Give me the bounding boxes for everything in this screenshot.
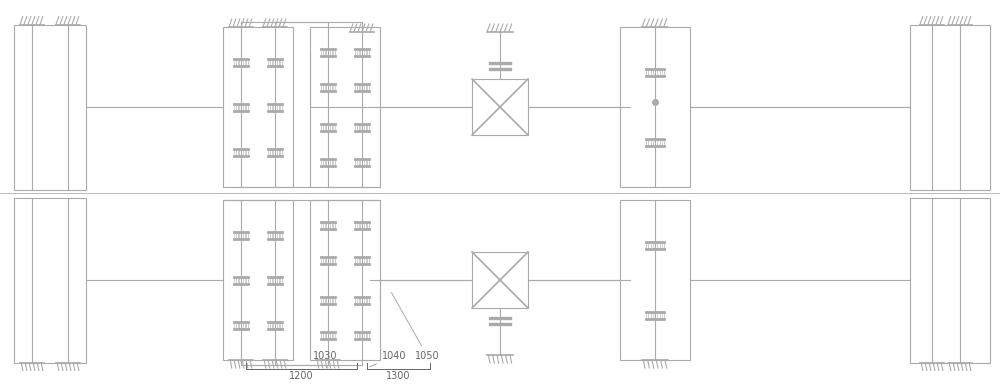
Bar <box>14 24 86 190</box>
Bar <box>620 27 690 187</box>
Bar <box>223 200 293 360</box>
Text: 1300: 1300 <box>386 371 411 381</box>
Bar <box>910 24 990 190</box>
Text: 1030: 1030 <box>313 351 338 368</box>
Bar <box>472 252 528 308</box>
Text: 1050: 1050 <box>391 293 440 361</box>
Bar <box>310 200 380 360</box>
Bar <box>14 197 86 363</box>
Text: 1040: 1040 <box>370 351 406 367</box>
Bar <box>223 27 293 187</box>
Bar <box>472 79 528 135</box>
Bar <box>910 197 990 363</box>
Bar <box>620 200 690 360</box>
Text: 1200: 1200 <box>289 371 314 381</box>
Bar <box>310 27 380 187</box>
